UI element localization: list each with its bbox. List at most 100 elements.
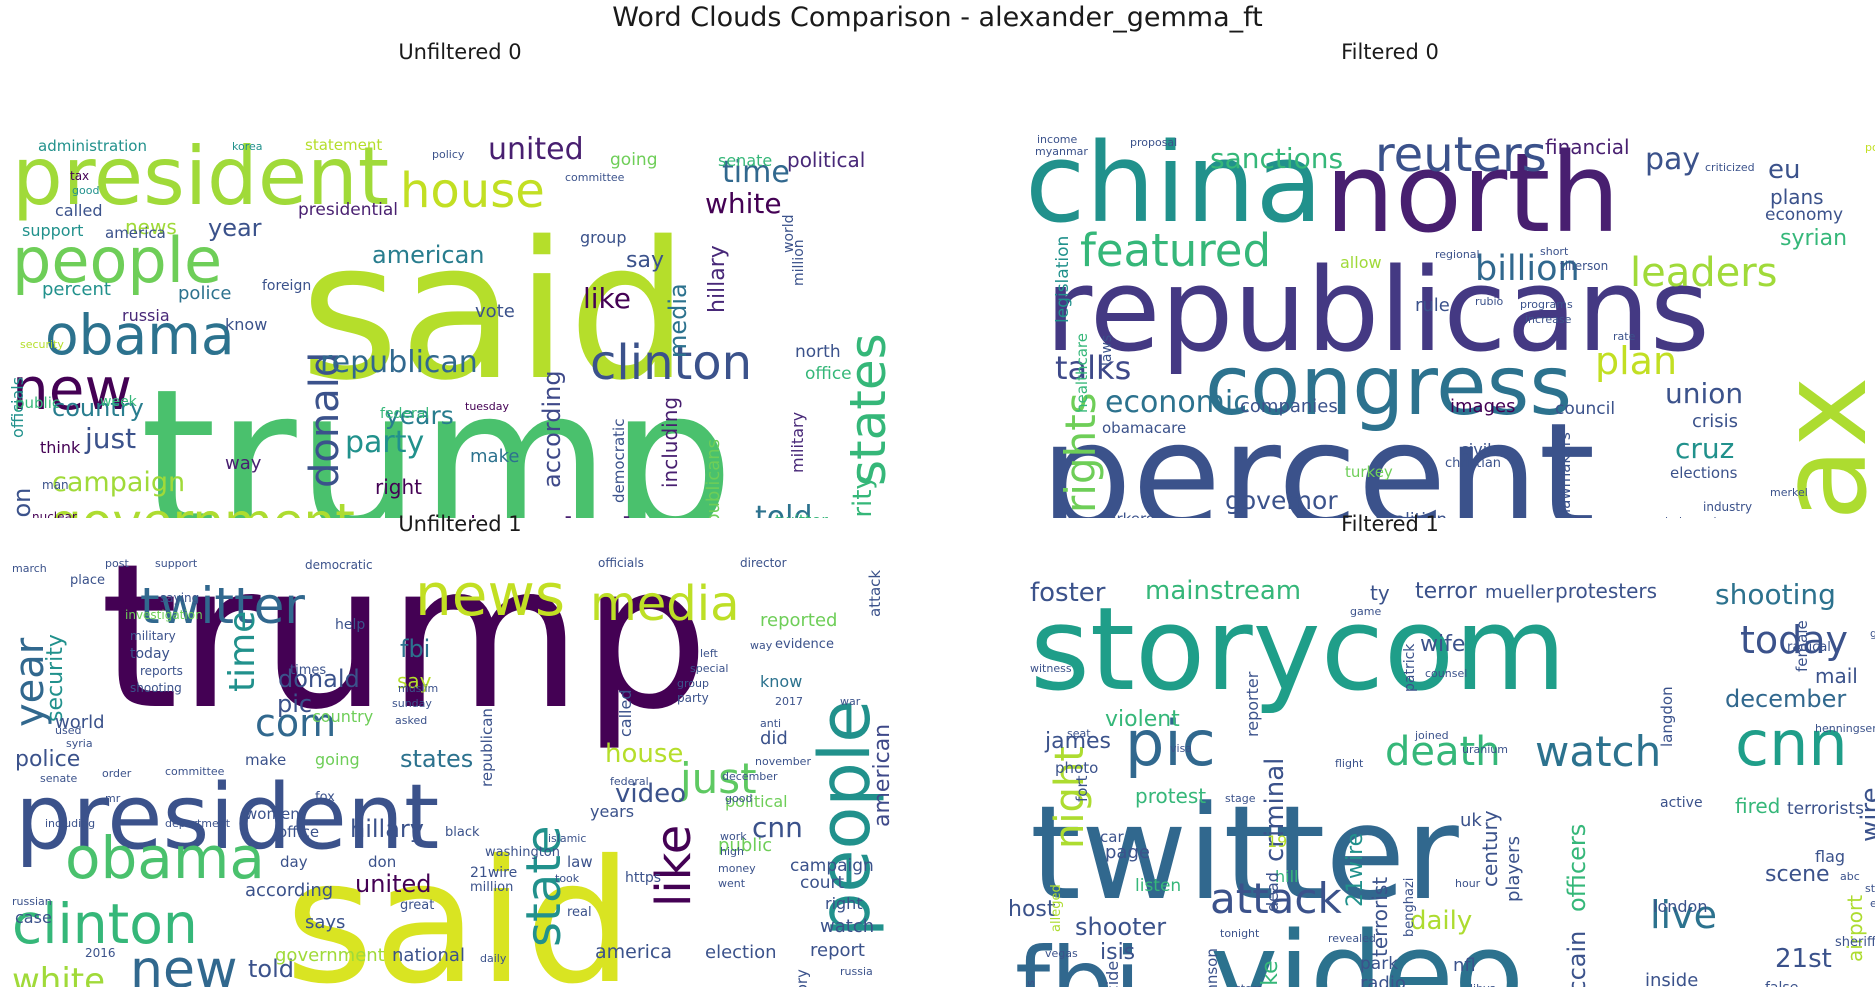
cloud-word: civil xyxy=(1460,439,1492,459)
cloud-word: financial xyxy=(1545,134,1630,159)
cloud-word: short xyxy=(1540,244,1569,258)
cloud-word: elections xyxy=(1670,463,1738,482)
cloud-word: house xyxy=(605,738,684,769)
cloud-word: vegas xyxy=(1045,946,1078,960)
cloud-word: image xyxy=(1570,512,1741,518)
cloud-word: benghazi xyxy=(1402,877,1417,937)
cloud-word: place xyxy=(70,573,105,589)
cloud-word: union xyxy=(1665,377,1744,411)
cloud-word: https xyxy=(625,869,662,886)
cloud-word: isis xyxy=(1100,939,1136,965)
cloud-word: police xyxy=(178,283,232,305)
cloud-word: sanctions xyxy=(1210,142,1344,176)
cloud-word: coalition xyxy=(1375,512,1447,518)
cloud-word: century xyxy=(1478,810,1502,887)
cloud-word: economy xyxy=(1765,205,1844,226)
cloud-word: policy xyxy=(432,147,465,161)
cloud-word: way xyxy=(225,453,262,475)
cloud-word: campaign xyxy=(790,856,874,877)
cloud-word: mr xyxy=(105,791,121,805)
cloud-word: party xyxy=(677,691,709,706)
cloud-word: attack xyxy=(1210,873,1342,923)
cloud-word: know xyxy=(760,671,803,691)
cloud-word: counsel xyxy=(1425,666,1468,680)
cloud-word: workers xyxy=(1095,511,1154,518)
cloud-word: industry xyxy=(1703,500,1753,515)
cloud-word: talks xyxy=(1055,348,1132,387)
cloud-word: rate xyxy=(1613,329,1636,343)
cloud-word: women xyxy=(245,804,300,823)
cloud-word: lawmakers xyxy=(1556,432,1574,513)
cloud-word: congress xyxy=(1205,338,1573,434)
cloud-word: merkel xyxy=(1770,485,1808,499)
cloud-word: media xyxy=(590,575,740,632)
cloud-word: way xyxy=(750,638,773,652)
cloud-word: tuesday xyxy=(465,399,510,413)
cloud-word: office xyxy=(278,822,320,841)
cloud-word: russian xyxy=(12,894,52,908)
cloud-word: russia xyxy=(840,964,873,978)
cloud-word: law xyxy=(567,852,593,871)
cloud-word: attack xyxy=(866,569,884,617)
cloud-word: syrian xyxy=(1780,225,1848,251)
cloud-word: told xyxy=(755,500,813,518)
cloud-word: terrorist xyxy=(1368,876,1392,957)
cloud-word: false xyxy=(1765,981,1798,987)
cloud-word: obama xyxy=(45,302,235,367)
cloud-word: new xyxy=(130,940,238,987)
cloud-word: hour xyxy=(1455,876,1481,890)
cloud-word: ty xyxy=(1370,580,1390,605)
cloud-word: regional xyxy=(1435,247,1480,261)
cloud-word: healthcare xyxy=(1073,333,1091,413)
cloud-word: federal xyxy=(380,405,430,422)
cloud-word: governor xyxy=(1225,485,1338,515)
cloud-word: pic xyxy=(1125,707,1216,781)
cloud-word: investigation xyxy=(125,608,203,623)
cloud-word: hillary xyxy=(350,815,424,844)
cloud-word: real xyxy=(567,905,592,921)
cloud-word: says xyxy=(305,912,346,934)
cloud-word: republicans xyxy=(1045,243,1710,378)
panel-title-unfiltered-1: Unfiltered 1 xyxy=(398,512,522,536)
cloud-word: radical xyxy=(1787,640,1831,656)
cloud-word: uranium xyxy=(1462,742,1508,756)
cloud-word: active xyxy=(1660,794,1703,811)
cloud-word: income xyxy=(1037,132,1078,146)
cloud-word: evidence xyxy=(775,637,834,653)
cloud-word: including xyxy=(658,396,682,488)
cloud-word: today xyxy=(1740,617,1849,662)
cloud-word: economic xyxy=(1105,385,1250,421)
cloud-word: years xyxy=(590,801,635,821)
cloud-word: shooter xyxy=(1075,913,1167,942)
cloud-word: live xyxy=(1650,892,1717,937)
cloud-word: clinton xyxy=(590,334,753,391)
cloud-word: mccain xyxy=(1563,930,1591,987)
cloud-word: myanmar xyxy=(1035,144,1088,158)
cloud-word: hill xyxy=(1275,866,1299,886)
cloud-word: law xyxy=(470,514,508,518)
cloud-word: muslim xyxy=(398,681,439,695)
cloud-word: protesters xyxy=(1555,578,1658,603)
cloud-word: featured xyxy=(1080,224,1272,278)
cloud-word: mainstream xyxy=(1145,575,1302,606)
cloud-word: henningsen xyxy=(1815,721,1875,735)
word-cloud-unfiltered-1: trump president said news twitter media people… xyxy=(0,537,920,987)
cloud-word: support xyxy=(22,220,84,240)
cloud-word: car xyxy=(1100,827,1124,846)
cloud-word: fired xyxy=(1735,793,1781,818)
cloud-word: said xyxy=(285,823,633,987)
cloud-word: time xyxy=(722,155,790,191)
cloud-word: make xyxy=(470,446,520,468)
cloud-word: storycom xyxy=(1030,582,1567,717)
cloud-word: stories xyxy=(1865,881,1875,895)
cloud-word: cnn xyxy=(752,811,803,845)
cloud-word: high xyxy=(720,844,744,858)
cloud-word: tonight xyxy=(1220,926,1260,940)
cloud-word: 21st xyxy=(1775,943,1832,974)
cloud-word: vote xyxy=(475,301,515,323)
cloud-word: america xyxy=(105,223,166,242)
cloud-word: campaign xyxy=(52,466,186,498)
cloud-word: america xyxy=(595,941,673,964)
cloud-word: policies xyxy=(1865,140,1875,154)
cloud-word: black xyxy=(445,825,480,841)
